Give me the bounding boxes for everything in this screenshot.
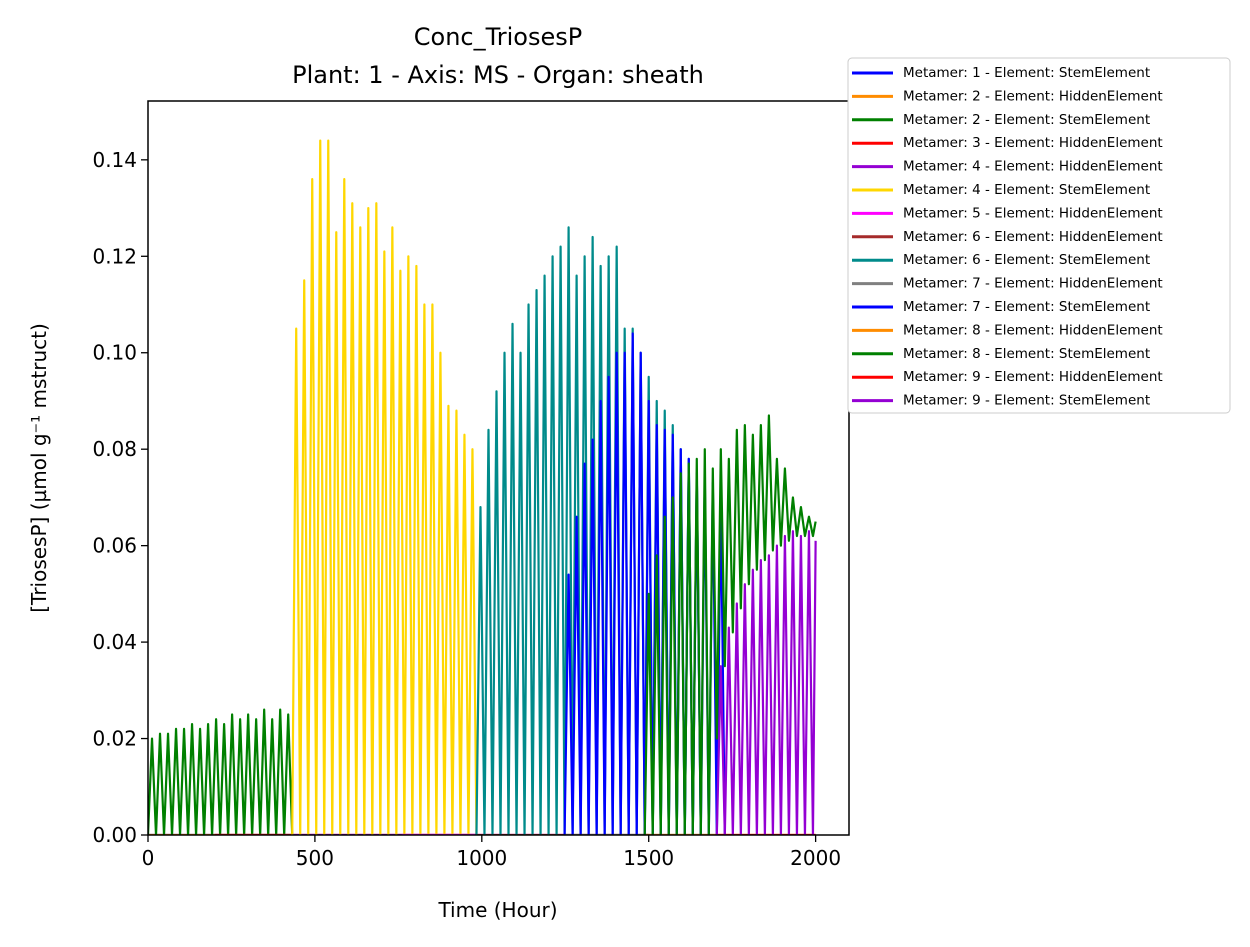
legend-label: Metamer: 4 - Element: StemElement <box>903 182 1150 198</box>
legend-label: Metamer: 1 - Element: StemElement <box>903 65 1150 81</box>
y-tick-label: 0.04 <box>92 630 137 654</box>
x-tick-label: 500 <box>296 846 334 870</box>
legend-label: Metamer: 6 - Element: StemElement <box>903 252 1150 268</box>
x-axis-label: Time (Hour) <box>437 898 557 922</box>
x-tick-label: 1000 <box>456 846 507 870</box>
y-tick-label: 0.02 <box>92 727 137 751</box>
y-tick-label: 0.10 <box>92 341 137 365</box>
legend-label: Metamer: 2 - Element: HiddenElement <box>903 88 1163 104</box>
legend-label: Metamer: 7 - Element: StemElement <box>903 299 1150 315</box>
series-line <box>643 414 817 835</box>
y-axis-label: [TriosesP] (µmol g⁻¹ mstruct) <box>27 323 51 613</box>
legend-label: Metamer: 5 - Element: HiddenElement <box>903 205 1163 221</box>
y-tick-label: 0.06 <box>92 534 137 558</box>
series-line <box>291 139 478 835</box>
y-tick-label: 0.00 <box>92 823 137 847</box>
legend-label: Metamer: 7 - Element: HiddenElement <box>903 276 1163 292</box>
series-line <box>715 530 817 835</box>
x-tick-label: 2000 <box>790 846 841 870</box>
y-tick-label: 0.12 <box>92 244 137 268</box>
legend-label: Metamer: 3 - Element: HiddenElement <box>903 135 1163 151</box>
y-tick-label: 0.08 <box>92 437 137 461</box>
legend-label: Metamer: 8 - Element: HiddenElement <box>903 322 1163 338</box>
legend-label: Metamer: 9 - Element: HiddenElement <box>903 369 1163 385</box>
legend-label: Metamer: 8 - Element: StemElement <box>903 346 1150 362</box>
chart-subtitle: Plant: 1 - Axis: MS - Organ: sheath <box>292 61 704 89</box>
chart-title: Conc_TriosesP <box>414 23 582 51</box>
series-line <box>148 708 294 835</box>
y-tick-label: 0.14 <box>92 148 137 172</box>
legend-label: Metamer: 6 - Element: HiddenElement <box>903 229 1163 245</box>
legend-label: Metamer: 4 - Element: HiddenElement <box>903 159 1163 175</box>
legend-label: Metamer: 2 - Element: StemElement <box>903 112 1150 128</box>
legend-label: Metamer: 9 - Element: StemElement <box>903 393 1150 409</box>
plot-frame <box>147 100 850 836</box>
legend-box <box>847 57 1231 414</box>
x-tick-label: 1500 <box>623 846 674 870</box>
x-tick-label: 0 <box>142 846 155 870</box>
plot-area <box>148 139 817 835</box>
